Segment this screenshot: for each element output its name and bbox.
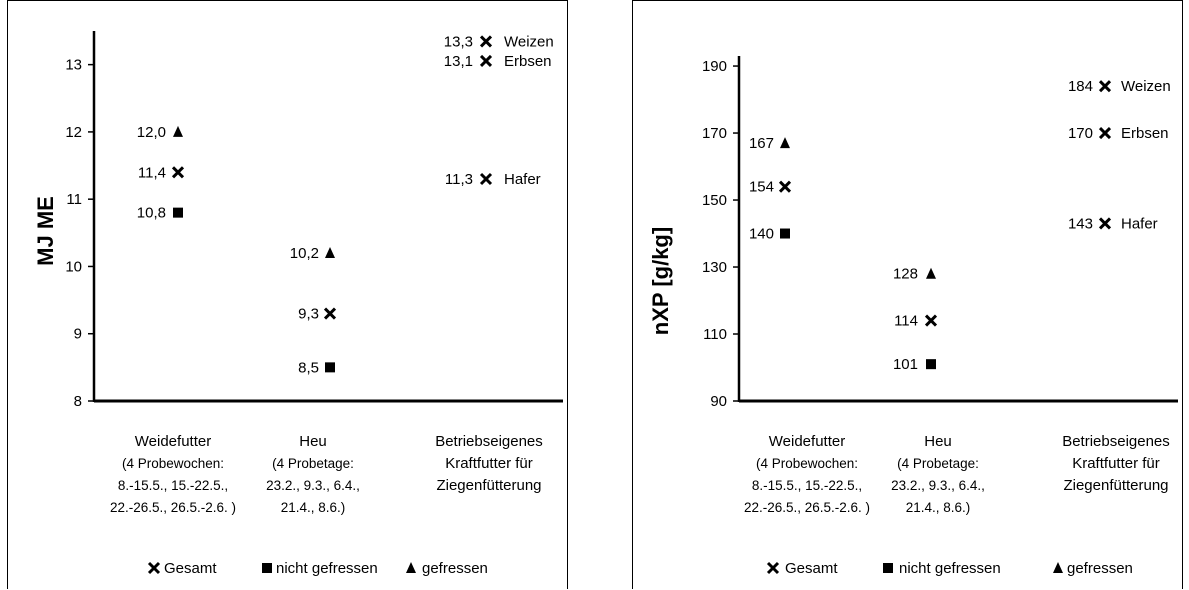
category-label: Betriebseigenes (435, 433, 543, 450)
category-label: 23.2., 9.3., 6.4., (266, 478, 360, 493)
category-label: 8.-15.5., 15.-22.5., (118, 478, 228, 493)
series-name-label: Erbsen (504, 53, 552, 70)
y-tick-label: 110 (703, 326, 727, 343)
data-point (325, 247, 335, 258)
data-point (173, 125, 183, 137)
data-point (325, 362, 335, 373)
data-label: 154 (749, 179, 774, 196)
legend-marker (147, 561, 161, 575)
category-label: (4 Probetage: (897, 456, 979, 471)
series-name-label: Weizen (504, 33, 554, 50)
y-tick-label: 130 (702, 259, 727, 276)
data-label: 170 (1068, 125, 1093, 142)
data-label: 13,1 (444, 53, 473, 70)
y-axis-label: MJ ME (33, 196, 58, 266)
data-point (173, 207, 183, 218)
category-label: Weidefutter (769, 433, 845, 450)
chart-nxp: 90 110 130 150 170 190 nXP [g/kg] Weidefutter (4… (648, 56, 1178, 577)
data-label: 143 (1068, 215, 1093, 232)
series-name-label: Weizen (1121, 78, 1171, 95)
chart-mj-me: 8 9 10 11 12 13 MJ ME Weidefutter (4 Probewochen… (33, 31, 563, 577)
y-tick-label: 9 (74, 326, 82, 343)
data-label: 11,4 (138, 164, 166, 181)
data-point (780, 228, 790, 239)
data-label: 10,2 (290, 245, 319, 262)
chart-panel-mj-me: 8 9 10 11 12 13 MJ ME Weidefutter (4 Probewochen… (7, 0, 568, 589)
data-label: 9,3 (298, 306, 319, 323)
category-label: 22.-26.5., 26.5.-2.6. ) (110, 500, 236, 515)
category-label: (4 Probewochen: (122, 456, 224, 471)
data-label: 13,3 (444, 33, 473, 50)
data-point (323, 307, 337, 320)
legend-marker (766, 561, 780, 575)
legend-label: Gesamt (164, 560, 217, 577)
data-point (171, 166, 185, 179)
category-label: Heu (299, 433, 327, 450)
legend-label: nicht gefressen (276, 560, 378, 577)
data-label: 184 (1068, 78, 1093, 95)
legend-label: gefressen (1067, 560, 1133, 577)
legend-marker (883, 563, 893, 573)
y-tick-label: 190 (702, 58, 727, 75)
category-label: Kraftfutter für (1072, 455, 1160, 472)
data-point (926, 267, 936, 279)
data-point (778, 180, 792, 193)
data-label: 167 (749, 135, 774, 152)
y-tick-label: 13 (65, 57, 82, 74)
category-label: Ziegenfütterung (436, 477, 541, 494)
data-label: 10,8 (137, 205, 166, 222)
data-point (479, 172, 493, 186)
data-point (1098, 80, 1112, 93)
legend-marker (262, 563, 272, 573)
legend-marker (1053, 562, 1063, 573)
category-label: 8.-15.5., 15.-22.5., (752, 478, 862, 493)
y-axis-label: nXP [g/kg] (648, 227, 673, 335)
data-point (780, 137, 790, 149)
data-point (926, 359, 936, 370)
category-label: 23.2., 9.3., 6.4., (891, 478, 985, 493)
data-point (1098, 217, 1112, 230)
legend-label: gefressen (422, 560, 488, 577)
y-tick-label: 90 (710, 393, 727, 410)
data-point (479, 35, 493, 48)
data-label: 12,0 (137, 124, 166, 141)
y-tick-label: 10 (65, 258, 82, 275)
category-label: Weidefutter (135, 433, 211, 450)
y-tick-label: 150 (702, 192, 727, 209)
data-point (1098, 126, 1112, 140)
category-label: (4 Probetage: (272, 456, 354, 471)
chart-panel-nxp: 90 110 130 150 170 190 nXP [g/kg] Weidefutter (4… (632, 0, 1183, 589)
category-label: 21.4., 8.6.) (906, 500, 971, 515)
category-label: Betriebseigenes (1062, 433, 1170, 450)
y-tick-label: 11 (66, 191, 82, 208)
legend-label: nicht gefressen (899, 560, 1001, 577)
data-label: 8,5 (298, 359, 319, 376)
category-label: Kraftfutter für (445, 455, 533, 472)
y-tick-label: 8 (74, 393, 82, 410)
data-label: 101 (893, 356, 918, 373)
series-name-label: Hafer (1121, 215, 1158, 232)
category-label: 22.-26.5., 26.5.-2.6. ) (744, 500, 870, 515)
category-label: (4 Probewochen: (756, 456, 858, 471)
series-name-label: Erbsen (1121, 125, 1169, 142)
legend-label: Gesamt (785, 560, 838, 577)
series-name-label: Hafer (504, 171, 541, 188)
legend-marker (406, 562, 416, 573)
category-label: Ziegenfütterung (1063, 477, 1168, 494)
y-tick-label: 170 (702, 125, 727, 142)
category-label: 21.4., 8.6.) (281, 500, 346, 515)
category-label: Heu (924, 433, 952, 450)
data-point (924, 314, 938, 327)
data-label: 11,3 (445, 171, 473, 188)
data-point (479, 54, 493, 67)
data-label: 114 (894, 313, 918, 330)
y-tick-label: 12 (65, 124, 82, 141)
data-label: 128 (893, 266, 918, 283)
data-label: 140 (749, 226, 774, 243)
